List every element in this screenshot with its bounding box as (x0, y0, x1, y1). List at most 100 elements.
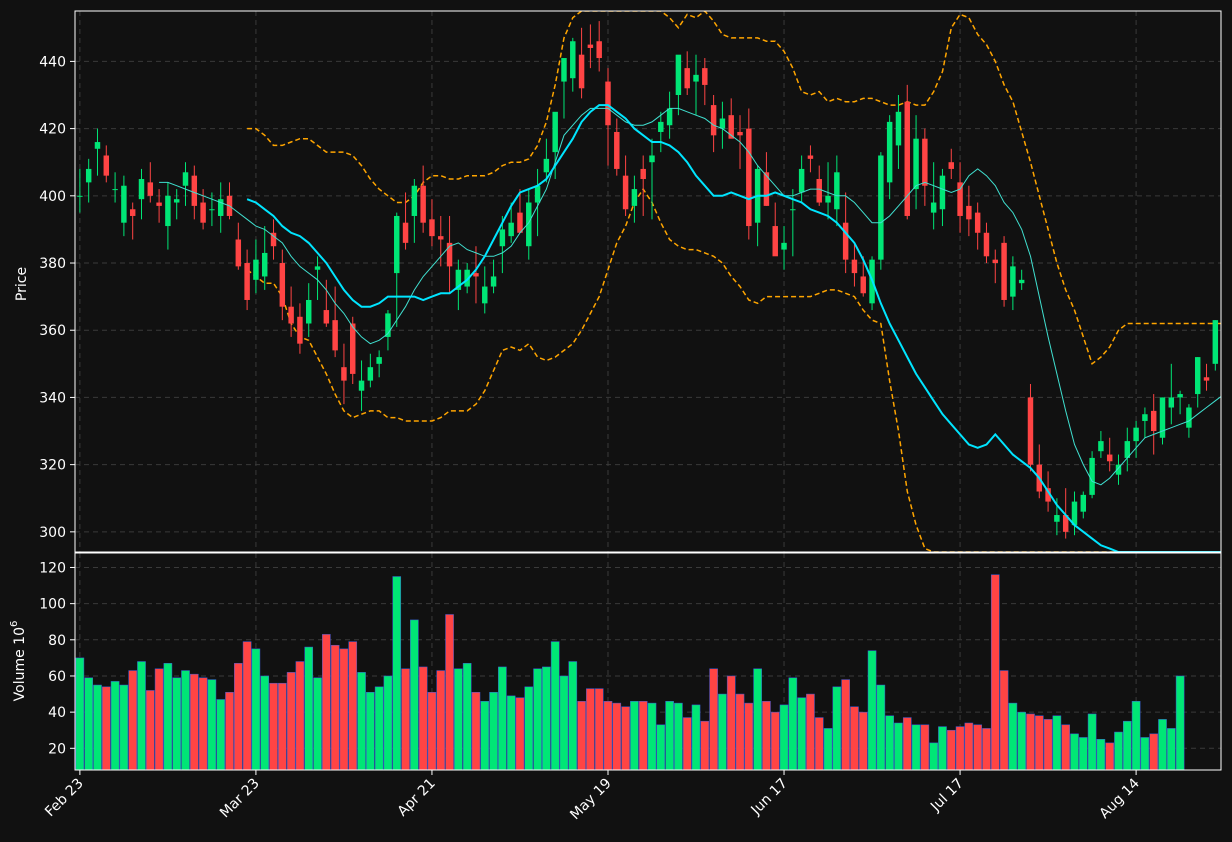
volume-bar (550, 641, 560, 770)
volume-bar (1061, 724, 1070, 770)
volume-bar (330, 644, 340, 770)
candle (1071, 491, 1078, 536)
volume-bar (498, 666, 507, 770)
volume-bar (145, 690, 155, 770)
candle-body (200, 202, 206, 223)
candle (587, 24, 594, 69)
candle (1106, 437, 1113, 472)
volume-bar (269, 682, 278, 770)
volume-bar (586, 688, 595, 770)
candle (253, 239, 259, 294)
candle (411, 179, 418, 243)
candle (323, 279, 330, 327)
candle-body (446, 242, 453, 267)
candle-body (684, 68, 690, 89)
volume-bar (1052, 715, 1062, 770)
candle-body (860, 276, 866, 294)
candle (464, 263, 470, 294)
volume-bar (1017, 711, 1026, 770)
volume-bar (295, 661, 305, 770)
volume-bar (1158, 719, 1167, 770)
candle (1142, 407, 1148, 438)
volume-bar (137, 661, 146, 770)
volume-bar (1078, 737, 1088, 770)
candle-body (1054, 515, 1060, 522)
candle (886, 115, 893, 200)
candle (332, 286, 338, 358)
candle (482, 266, 488, 314)
candle-body (1106, 454, 1113, 462)
price-y-tick-label: 320 (39, 458, 66, 474)
candle-body (191, 175, 198, 206)
bollinger-bands (246, 11, 1221, 552)
candle-body (402, 222, 409, 243)
candle-body (499, 229, 506, 247)
candle (534, 168, 541, 237)
volume-bar (383, 675, 393, 770)
candle-body (244, 263, 250, 300)
volume-bar (1123, 720, 1132, 770)
volume-bar (691, 704, 701, 770)
volume-bar (850, 706, 859, 770)
volume-bar (1149, 733, 1159, 770)
volume-bar (198, 677, 208, 770)
candle-body (305, 299, 312, 324)
candle (552, 111, 558, 180)
candle-body (737, 131, 743, 136)
candle-body (94, 142, 101, 149)
candle (455, 259, 462, 311)
volume-y-tick-label: 40 (48, 705, 66, 721)
volume-bar (973, 724, 982, 770)
volume-bar (577, 701, 586, 770)
volume-bar (832, 686, 842, 770)
candle (165, 182, 171, 250)
candle (807, 145, 814, 173)
candle-body (85, 168, 92, 183)
candle (622, 155, 629, 216)
candle-body (508, 222, 514, 237)
candle-body (1150, 410, 1157, 432)
volume-y-tick-label: 20 (48, 741, 66, 757)
candle-body (807, 155, 814, 159)
volume-bar (814, 717, 824, 770)
candle-body (1159, 397, 1166, 438)
volume-bar (242, 641, 252, 770)
candle-body (1212, 320, 1219, 364)
candle-body (1194, 357, 1201, 395)
candle-body (1133, 427, 1139, 442)
candle (385, 310, 391, 351)
volume-bar (797, 697, 806, 770)
volume-bar (172, 677, 181, 770)
volume-bars (75, 574, 1185, 770)
volume-bar (630, 701, 639, 770)
volume-bar (489, 691, 498, 770)
volume-bar (744, 702, 754, 770)
candle (209, 192, 215, 227)
candle-body (385, 313, 391, 337)
volume-bar (858, 711, 868, 770)
candle (173, 189, 180, 220)
volume-bar (462, 663, 472, 770)
candle-body (1124, 441, 1131, 458)
volume-bar (806, 693, 815, 770)
candle (1212, 320, 1219, 371)
candle-body (350, 323, 356, 374)
candle-body (376, 357, 382, 364)
volume-bar (260, 675, 270, 770)
volume-bar (454, 668, 463, 770)
volume-bar (718, 693, 727, 770)
volume-bar (779, 704, 789, 770)
volume-bar (84, 677, 93, 770)
candle-body (156, 202, 162, 206)
candle (446, 215, 453, 294)
candle-body (974, 212, 981, 233)
candle (614, 118, 620, 176)
candle-body (543, 158, 550, 173)
candle (728, 98, 734, 139)
volume-bar (401, 668, 410, 770)
candle (684, 51, 690, 96)
candle-body (957, 182, 963, 216)
candle-body (578, 54, 585, 89)
candle (1018, 269, 1025, 290)
